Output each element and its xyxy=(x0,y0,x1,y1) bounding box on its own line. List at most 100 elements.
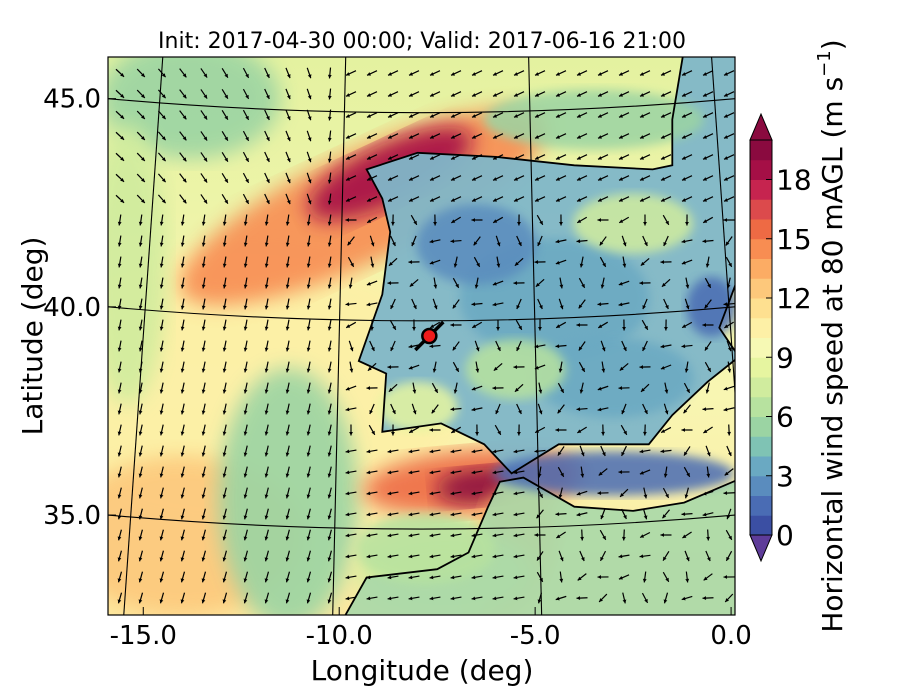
wind-vector xyxy=(115,131,125,141)
wind-vector xyxy=(345,491,357,496)
wind-vector xyxy=(243,214,248,226)
wind-vector xyxy=(221,109,229,121)
wind-vector xyxy=(306,340,311,352)
map-panel xyxy=(108,57,735,615)
wind-vector xyxy=(179,194,187,204)
wind-vector xyxy=(702,407,714,412)
wind-vector xyxy=(387,533,399,538)
wind-vector xyxy=(117,214,122,226)
y-axis-ticks: 35.0 40.0 45.0 xyxy=(43,85,116,531)
wind-vector xyxy=(347,236,355,246)
wind-vector xyxy=(327,508,332,520)
wind-vector xyxy=(136,110,146,120)
wind-vector xyxy=(660,70,672,76)
wind-vector xyxy=(387,554,399,559)
wind-vector xyxy=(222,361,227,373)
wind-vector xyxy=(514,257,524,267)
wind-vector xyxy=(618,154,630,160)
wind-vector xyxy=(201,277,206,289)
wind-vector xyxy=(115,173,125,183)
wind-vector xyxy=(285,109,291,121)
wind-vector xyxy=(534,70,546,76)
wind-vector xyxy=(683,466,691,478)
inland-patch-7 xyxy=(573,193,694,254)
wind-vector xyxy=(682,531,692,539)
wind-vector xyxy=(429,196,441,202)
wind-vector xyxy=(705,256,710,268)
wind-vector xyxy=(723,218,735,222)
wind-vector xyxy=(264,529,269,541)
wind-vector xyxy=(264,508,269,520)
wind-vector xyxy=(408,91,420,97)
wind-vector xyxy=(306,403,311,415)
wind-vector xyxy=(471,218,483,222)
inland-patch-2 xyxy=(533,337,694,418)
inland-patch-5 xyxy=(493,451,734,496)
wind-vector xyxy=(621,445,627,457)
colorbar-segment xyxy=(750,179,772,200)
wind-vector xyxy=(723,407,735,412)
wind-vector xyxy=(285,319,290,331)
wind-vector xyxy=(222,403,227,415)
wind-vector xyxy=(723,491,735,495)
wind-vector xyxy=(704,341,712,351)
chart-title: Init: 2017-04-30 00:00; Valid: 2017-06-1… xyxy=(158,29,686,54)
wind-vector xyxy=(306,529,311,541)
wind-vector xyxy=(492,533,504,538)
wind-vector xyxy=(285,277,290,289)
wind-vector xyxy=(727,361,732,373)
wind-vector xyxy=(597,91,609,97)
wind-vector xyxy=(366,280,378,286)
wind-vector xyxy=(285,88,291,100)
wind-vector xyxy=(136,68,146,78)
wind-vector xyxy=(222,508,227,520)
wind-vector xyxy=(536,571,544,583)
wind-vector xyxy=(366,533,378,538)
wind-vector xyxy=(598,468,608,476)
wind-vector xyxy=(450,512,462,517)
colorbar-segment xyxy=(750,456,772,477)
wind-vector xyxy=(366,112,378,118)
colorbar-label: Horizontal wind speed at 80 mAGL (m s−1) xyxy=(814,39,849,632)
wind-vector xyxy=(618,216,630,224)
wind-vector xyxy=(681,91,693,97)
wind-vector xyxy=(537,466,542,478)
wind-vector xyxy=(641,592,649,604)
wind-vector xyxy=(408,175,420,181)
wind-vector xyxy=(368,424,376,436)
wind-vector xyxy=(327,172,332,184)
wind-vector xyxy=(660,154,672,160)
wind-vector xyxy=(642,340,648,352)
wind-vector xyxy=(285,382,290,394)
wind-vector xyxy=(618,280,630,286)
wind-vector xyxy=(366,302,378,307)
wind-vector xyxy=(660,112,672,118)
wind-vector xyxy=(642,508,648,520)
wind-vector xyxy=(642,403,648,415)
wind-vector xyxy=(285,172,291,184)
wind-vector xyxy=(597,218,609,222)
wind-vector xyxy=(599,529,607,541)
wind-vector xyxy=(450,154,462,160)
wind-vector xyxy=(536,509,544,519)
wind-vector xyxy=(578,299,586,309)
wind-vector xyxy=(366,175,378,181)
wind-vector xyxy=(681,175,693,181)
wind-vector xyxy=(515,319,523,331)
wind-vector xyxy=(285,445,290,457)
wind-vector xyxy=(471,596,483,601)
wind-vector xyxy=(306,235,311,247)
wind-vector xyxy=(201,424,206,436)
wind-vector xyxy=(639,531,651,539)
wind-vector xyxy=(117,277,122,289)
wind-vector xyxy=(327,445,332,457)
wind-vector xyxy=(387,575,399,580)
wind-vector xyxy=(159,340,164,352)
wind-vector xyxy=(348,277,353,289)
colorbar-tick-label: 18 xyxy=(776,164,812,197)
y-tick-label: 35.0 xyxy=(43,501,101,531)
wind-vector xyxy=(704,277,712,289)
wind-vector xyxy=(492,491,504,496)
wind-vector xyxy=(180,340,185,352)
wind-vector xyxy=(639,133,651,139)
